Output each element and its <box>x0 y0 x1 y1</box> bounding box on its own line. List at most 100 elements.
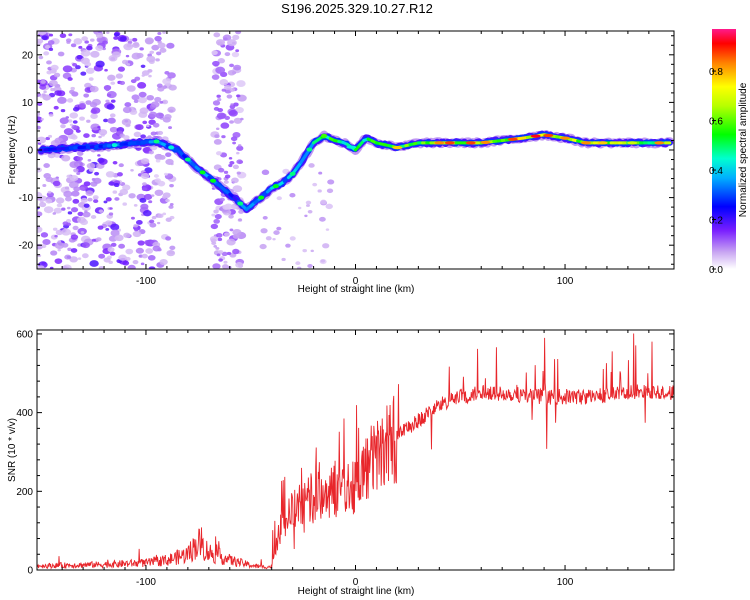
noise-blob <box>228 214 234 219</box>
colorbar-label: Normalized spectral amplitude <box>738 82 749 217</box>
noise-blob <box>216 112 226 120</box>
noise-blob <box>222 264 229 269</box>
noise-blob <box>130 169 134 172</box>
noise-blob <box>118 254 127 261</box>
top-ytick-label: 0 <box>27 146 33 157</box>
noise-blob <box>72 63 78 67</box>
noise-blob <box>212 263 221 269</box>
noise-blob <box>108 212 114 216</box>
ridge-peak <box>321 133 328 138</box>
ridge-peak <box>237 201 244 206</box>
noise-blob <box>224 174 231 179</box>
noise-blob <box>154 178 161 183</box>
noise-blob <box>154 35 162 42</box>
noise-blob <box>93 199 99 204</box>
noise-blob <box>231 177 239 184</box>
noise-blob <box>236 151 240 155</box>
noise-blob <box>322 243 330 249</box>
noise-blob <box>60 108 66 113</box>
noise-blob <box>88 167 95 172</box>
noise-blob <box>72 120 78 124</box>
noise-blob <box>212 100 221 106</box>
noise-blob <box>122 106 132 114</box>
noise-blob <box>73 186 81 192</box>
noise-blob <box>169 183 174 188</box>
noise-blob <box>232 248 240 255</box>
noise-blob <box>94 171 100 176</box>
noise-blob <box>213 138 222 145</box>
noise-blob <box>236 171 241 175</box>
noise-blob <box>53 153 61 158</box>
noise-blob <box>307 264 313 268</box>
noise-blob <box>130 216 135 220</box>
noise-blob <box>119 188 129 196</box>
noise-blob <box>109 251 116 256</box>
noise-blob <box>109 113 116 118</box>
noise-blob <box>53 72 61 78</box>
noise-blob <box>156 83 163 88</box>
noise-blob <box>105 171 115 178</box>
noise-blob <box>150 101 160 108</box>
noise-blob <box>162 100 167 104</box>
colorbar-gradient <box>712 29 736 269</box>
noise-blob <box>48 33 54 37</box>
noise-blob <box>115 73 124 79</box>
snr-panel: -100 0 100 0 200 400 600 Height of straight l… <box>7 329 675 597</box>
noise-blob <box>155 159 161 163</box>
noise-blob <box>141 70 150 76</box>
noise-blob <box>55 197 65 204</box>
noise-blob <box>98 135 102 139</box>
noise-blob <box>227 69 236 76</box>
noise-blob <box>132 230 142 238</box>
top-ytick-label: -10 <box>19 193 34 204</box>
noise-blob <box>165 198 170 203</box>
noise-blob <box>135 247 144 254</box>
noise-blob <box>112 51 121 58</box>
noise-blob <box>83 93 90 98</box>
chart-title: S196.2025.329.10.27.R12 <box>281 1 433 16</box>
top-xtick-label: 0 <box>353 276 359 287</box>
noise-blob <box>54 242 65 249</box>
noise-blob <box>138 96 148 104</box>
noise-blob <box>155 58 160 62</box>
noise-blob <box>312 182 318 187</box>
noise-blob <box>37 38 44 44</box>
noise-blob <box>122 260 130 266</box>
noise-blob <box>307 209 313 214</box>
noise-blob <box>168 205 174 209</box>
noise-blob <box>41 35 48 41</box>
noise-blob <box>84 82 92 89</box>
noise-blob <box>61 154 71 162</box>
top-xaxis-label: Height of straight line (km) <box>298 284 415 295</box>
noise-blob <box>98 265 105 269</box>
noise-blob <box>137 240 145 246</box>
noise-blob <box>135 219 143 225</box>
noise-blob <box>139 47 144 51</box>
noise-blob <box>110 99 116 103</box>
noise-blob <box>140 172 150 180</box>
noise-blob <box>83 133 90 138</box>
noise-blob <box>140 262 145 266</box>
noise-blob <box>163 172 168 176</box>
noise-blob <box>167 106 176 113</box>
noise-blob <box>297 266 302 269</box>
noise-blob <box>87 197 93 202</box>
noise-blob <box>76 216 86 224</box>
noise-blob <box>132 259 139 265</box>
colorbar-tick-label: 0.6 <box>709 117 723 128</box>
noise-blob <box>233 117 243 124</box>
noise-blob <box>122 202 128 206</box>
noise-blob <box>73 38 83 45</box>
noise-blob <box>85 190 94 197</box>
noise-blob <box>123 135 130 140</box>
noise-blob <box>127 264 136 269</box>
noise-blob <box>72 225 79 231</box>
noise-blob <box>37 79 42 84</box>
snr-plot-area <box>37 330 674 570</box>
noise-blob <box>308 163 315 168</box>
noise-blob <box>80 71 87 76</box>
noise-blob <box>215 39 226 46</box>
noise-blob <box>229 160 235 165</box>
noise-blob <box>50 64 59 71</box>
